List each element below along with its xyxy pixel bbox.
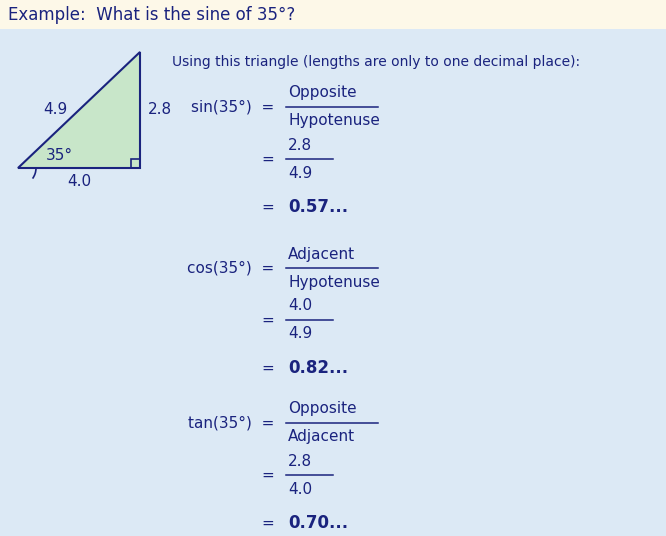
Bar [0,0,666,29]
Text: cos(35°)  =: cos(35°) = [186,260,274,276]
Text: 0.82...: 0.82... [288,359,348,377]
Text: 2.8: 2.8 [148,102,172,117]
Text: Hypotenuse: Hypotenuse [288,274,380,289]
Text: Using this triangle (lengths are only to one decimal place):: Using this triangle (lengths are only to… [172,55,580,69]
Text: 2.8: 2.8 [288,453,312,468]
Text: =: = [261,199,274,214]
Text: 4.0: 4.0 [67,174,91,189]
Text: 4.0: 4.0 [288,299,312,314]
Text: 35°: 35° [46,148,73,163]
Text: Adjacent: Adjacent [288,429,355,444]
Text: 4.0: 4.0 [288,481,312,496]
Text: Hypotenuse: Hypotenuse [288,114,380,129]
Text: 0.57...: 0.57... [288,198,348,216]
Text: 0.70...: 0.70... [288,514,348,532]
Text: =: = [261,516,274,531]
Text: 4.9: 4.9 [43,102,67,117]
Polygon shape [18,52,140,168]
Text: Example:  What is the sine of 35°?: Example: What is the sine of 35°? [8,5,295,24]
Text: =: = [261,152,274,167]
Text: =: = [261,312,274,327]
Text: 4.9: 4.9 [288,166,312,181]
Text: 4.9: 4.9 [288,326,312,341]
Text: 2.8: 2.8 [288,138,312,153]
Text: tan(35°)  =: tan(35°) = [188,415,274,430]
Text: Adjacent: Adjacent [288,247,355,262]
Text: sin(35°)  =: sin(35°) = [190,100,274,115]
Text: =: = [261,361,274,376]
Text: Opposite: Opposite [288,86,356,101]
Text: =: = [261,467,274,482]
Text: Opposite: Opposite [288,401,356,416]
